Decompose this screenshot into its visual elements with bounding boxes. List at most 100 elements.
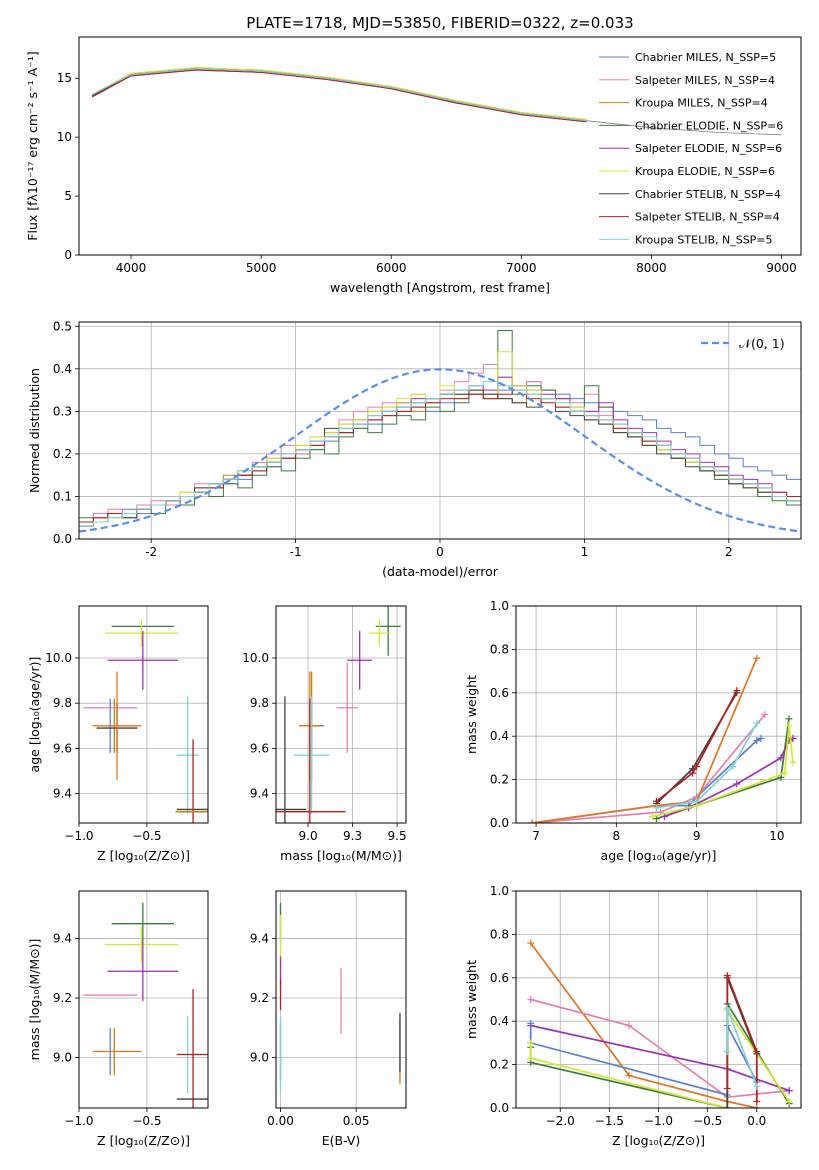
histogram-series bbox=[79, 389, 801, 539]
series-line bbox=[529, 1000, 790, 1108]
x-tick-label: 9.5 bbox=[388, 829, 407, 843]
y-tick-label: 9.4 bbox=[250, 787, 269, 801]
panel-residuals: -2 -1 0 1 2 0.0 0.1 0.2 0.3 0.4 0.5 (data-model)/er… bbox=[27, 319, 802, 579]
panel-mass_vs_Z: −1.0 −0.5 9.0 9.2 9.4 Z [log₁₀(Z/Z⊙)] mass [lo… bbox=[27, 890, 209, 1148]
x-tick-label: −1.0 bbox=[64, 829, 93, 843]
histogram-series bbox=[79, 376, 801, 539]
error-bar-point bbox=[104, 926, 179, 963]
y-tick-label: 0.2 bbox=[490, 1058, 509, 1072]
y-tick-label: 0.8 bbox=[490, 642, 509, 656]
error-bar-point bbox=[92, 671, 142, 781]
y-tick-label: 0.0 bbox=[490, 816, 509, 830]
axes-frame bbox=[78, 890, 209, 1109]
panel-mass_vs_EBV: 0.00 0.05 9.0 9.2 9.4 E(B-V) bbox=[250, 890, 407, 1148]
histogram-series bbox=[79, 389, 801, 539]
legend: 𝒩(0, 1) bbox=[701, 336, 785, 351]
histogram-series bbox=[79, 381, 801, 539]
mass-weight-series bbox=[723, 1004, 761, 1090]
legend-label: Chabrier MILES, N_SSP=5 bbox=[635, 51, 776, 64]
y-axis-label: age [log₁₀(age/yr)] bbox=[27, 657, 42, 773]
y-tick-label: 10.0 bbox=[45, 651, 72, 665]
mass-weight-series bbox=[648, 721, 797, 820]
mass-weight-series bbox=[652, 687, 741, 805]
plot-area bbox=[528, 654, 797, 823]
y-tick-label: 0.8 bbox=[490, 927, 509, 941]
x-axis-label: Z [log₁₀(Z/Z⊙)] bbox=[97, 1133, 190, 1148]
legend-label: Salpeter STELIB, N_SSP=4 bbox=[635, 211, 780, 224]
y-tick-label: 0 bbox=[64, 248, 72, 262]
y-tick-label: 0.3 bbox=[53, 404, 72, 418]
panel-spectrum: 4000 5000 6000 7000 8000 9000 0 5 10 15 wavelength… bbox=[25, 36, 802, 295]
series-line bbox=[531, 657, 758, 823]
y-tick-label: 9.4 bbox=[53, 787, 72, 801]
x-axis-label: Z [log₁₀(Z/Z⊙)] bbox=[612, 1133, 705, 1148]
legend-label: Salpeter ELODIE, N_SSP=6 bbox=[635, 142, 782, 155]
y-tick-label: 10.0 bbox=[242, 651, 269, 665]
y-tick-label: 15 bbox=[57, 71, 72, 85]
error-bar-point bbox=[293, 696, 330, 814]
x-tick-label: 6000 bbox=[376, 261, 407, 275]
y-axis-label: mass [log₁₀(M/M⊙)] bbox=[27, 939, 42, 1061]
y-tick-label: 0.6 bbox=[490, 971, 509, 985]
mass-weight-series bbox=[528, 654, 761, 823]
mass-weight-series bbox=[723, 972, 761, 1105]
y-axis-label: mass weight bbox=[464, 960, 479, 1039]
mass-weight-series bbox=[661, 734, 797, 820]
x-tick-label: 0.05 bbox=[343, 1114, 370, 1128]
y-axis-label: mass weight bbox=[464, 675, 479, 754]
x-tick-label: 10 bbox=[769, 829, 784, 843]
x-axis-label: mass [log₁₀(M/M⊙)] bbox=[280, 848, 402, 863]
panel-age_vs_mass: 9.0 9.3 9.5 9.4 9.6 9.8 10.0 mass [log₁₀(M/M⊙)] bbox=[242, 605, 407, 863]
y-tick-label: 9.2 bbox=[250, 991, 269, 1005]
legend-label: Kroupa MILES, N_SSP=4 bbox=[635, 97, 768, 110]
x-tick-label: 9.3 bbox=[343, 829, 362, 843]
x-tick-label: -1 bbox=[290, 545, 302, 559]
error-bar-point bbox=[276, 696, 307, 823]
y-tick-label: 10 bbox=[57, 130, 72, 144]
panel-massweight_vs_Z: −2.0 −1.5 −1.0 −0.5 0.0 0.0 0.2 0.4 0.6 0.8 1.0 Z [… bbox=[464, 884, 802, 1148]
x-tick-label: 0.00 bbox=[267, 1114, 294, 1128]
axes-frame bbox=[515, 605, 802, 824]
axes-frame bbox=[275, 890, 407, 1109]
panel-age_vs_Z: −1.0 −0.5 9.4 9.6 9.8 10.0 Z [log₁₀(Z/Z⊙)] age … bbox=[27, 605, 209, 863]
y-tick-label: 1.0 bbox=[490, 884, 509, 898]
series-line bbox=[655, 690, 738, 802]
y-tick-label: 9.2 bbox=[53, 991, 72, 1005]
plot-area bbox=[79, 330, 801, 539]
y-tick-label: 0.1 bbox=[53, 489, 72, 503]
x-tick-label: 7000 bbox=[506, 261, 537, 275]
x-tick-label: 4000 bbox=[116, 261, 147, 275]
panel-massweight_vs_age: 7 8 9 10 0.0 0.2 0.4 0.6 0.8 1.0 age [log₁₀(age/yr… bbox=[464, 599, 802, 863]
legend-label: Kroupa ELODIE, N_SSP=6 bbox=[635, 165, 775, 178]
model-series-line bbox=[91, 67, 587, 120]
y-tick-label: 9.8 bbox=[53, 696, 72, 710]
x-tick-label: −1.5 bbox=[595, 1114, 624, 1128]
model-series-line bbox=[91, 69, 587, 123]
model-series-line bbox=[91, 68, 587, 122]
error-bar-point bbox=[336, 662, 358, 753]
error-bar-point bbox=[111, 902, 175, 945]
figure-title: PLATE=1718, MJD=53850, FIBERID=0322, z=0… bbox=[246, 14, 633, 32]
y-tick-label: 0.2 bbox=[53, 447, 72, 461]
error-bar-point bbox=[107, 630, 179, 690]
x-axis-label: Z [log₁₀(Z/Z⊙)] bbox=[97, 848, 190, 863]
y-tick-label: 0.2 bbox=[490, 773, 509, 787]
x-tick-label: -2 bbox=[145, 545, 157, 559]
y-tick-label: 5 bbox=[64, 189, 72, 203]
series-line bbox=[529, 1023, 758, 1097]
x-tick-label: −1.0 bbox=[64, 1114, 93, 1128]
legend-label: Salpeter MILES, N_SSP=4 bbox=[635, 74, 775, 87]
y-tick-label: 0.0 bbox=[490, 1101, 509, 1115]
error-bar-point bbox=[176, 989, 208, 1108]
x-tick-label: 2 bbox=[725, 545, 733, 559]
y-tick-label: 0.0 bbox=[53, 532, 72, 546]
x-axis-label: age [log₁₀(age/yr)] bbox=[601, 848, 717, 863]
x-tick-label: −1.0 bbox=[644, 1114, 673, 1128]
x-tick-label: 9.0 bbox=[299, 829, 318, 843]
y-tick-label: 0.5 bbox=[53, 319, 72, 333]
y-tick-label: 9.6 bbox=[250, 741, 269, 755]
x-tick-label: 8000 bbox=[636, 261, 667, 275]
series-line bbox=[726, 975, 758, 1102]
histogram-series bbox=[79, 389, 801, 539]
